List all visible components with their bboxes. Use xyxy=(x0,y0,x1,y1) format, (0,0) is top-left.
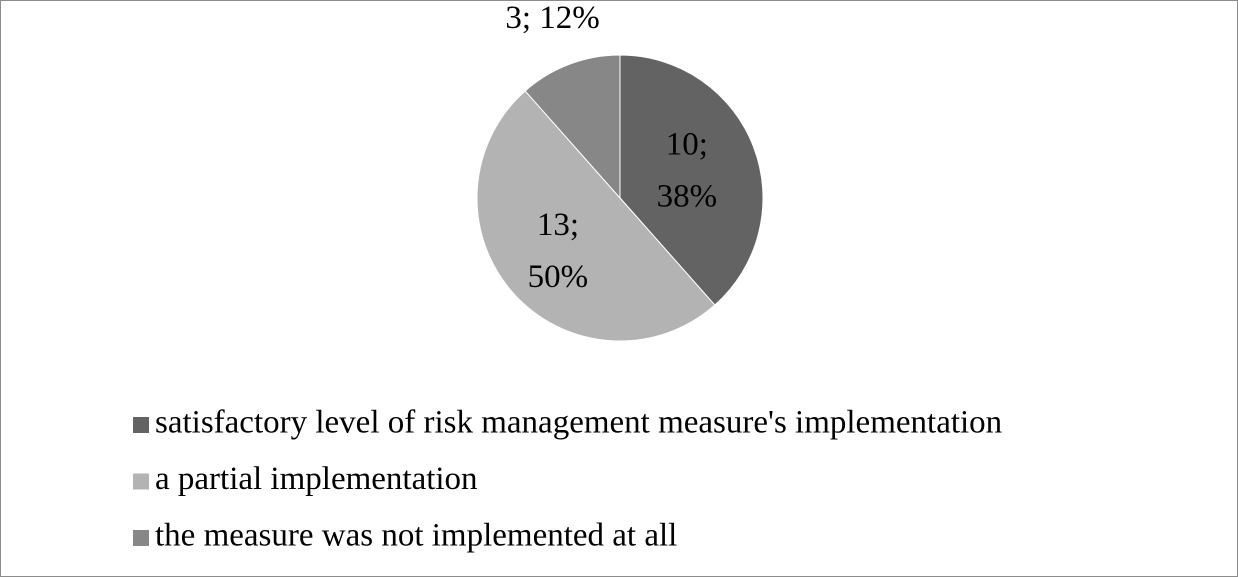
legend-label: the measure was not implemented at all xyxy=(155,518,677,554)
legend-swatch xyxy=(133,530,149,546)
data-label: 13; 50% xyxy=(528,207,589,295)
data-label: 10; 38% xyxy=(657,126,718,214)
pie-slice xyxy=(524,54,621,200)
legend-swatch xyxy=(133,417,149,433)
pie-slice xyxy=(476,90,716,342)
legend-swatch xyxy=(133,473,149,490)
legend-label: satisfactory level of risk management me… xyxy=(155,405,1002,441)
data-label: 3; 12% xyxy=(505,0,599,36)
pie-slice xyxy=(619,54,764,306)
legend-label: a partial implementation xyxy=(155,461,478,497)
